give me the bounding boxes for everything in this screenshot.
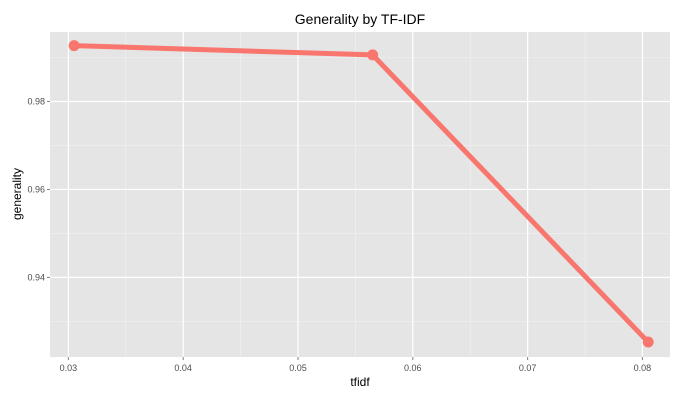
minor-gridlines	[50, 32, 670, 357]
data-point	[642, 336, 654, 348]
y-axis-title: generality	[10, 168, 24, 220]
chart-title: Generality by TF-IDF	[295, 11, 425, 27]
x-tick-label: 0.06	[404, 363, 422, 373]
data-series	[68, 40, 654, 348]
x-tick-label: 0.05	[289, 363, 307, 373]
x-axis-ticks: 0.03 0.04 0.05 0.06 0.07 0.08	[60, 357, 652, 373]
y-tick-label: 0.96	[27, 184, 45, 194]
x-tick-label: 0.07	[519, 363, 537, 373]
y-tick-label: 0.98	[27, 96, 45, 106]
y-axis-ticks: 0.94 0.96 0.98	[27, 96, 50, 282]
x-tick-label: 0.03	[60, 363, 78, 373]
x-tick-label: 0.04	[174, 363, 192, 373]
x-tick-label: 0.08	[634, 363, 652, 373]
x-axis-title: tfidf	[350, 375, 370, 389]
data-point	[68, 40, 80, 52]
major-gridlines	[50, 32, 670, 357]
panel-background	[50, 32, 670, 357]
y-tick-label: 0.94	[27, 272, 45, 282]
data-point	[367, 49, 379, 61]
